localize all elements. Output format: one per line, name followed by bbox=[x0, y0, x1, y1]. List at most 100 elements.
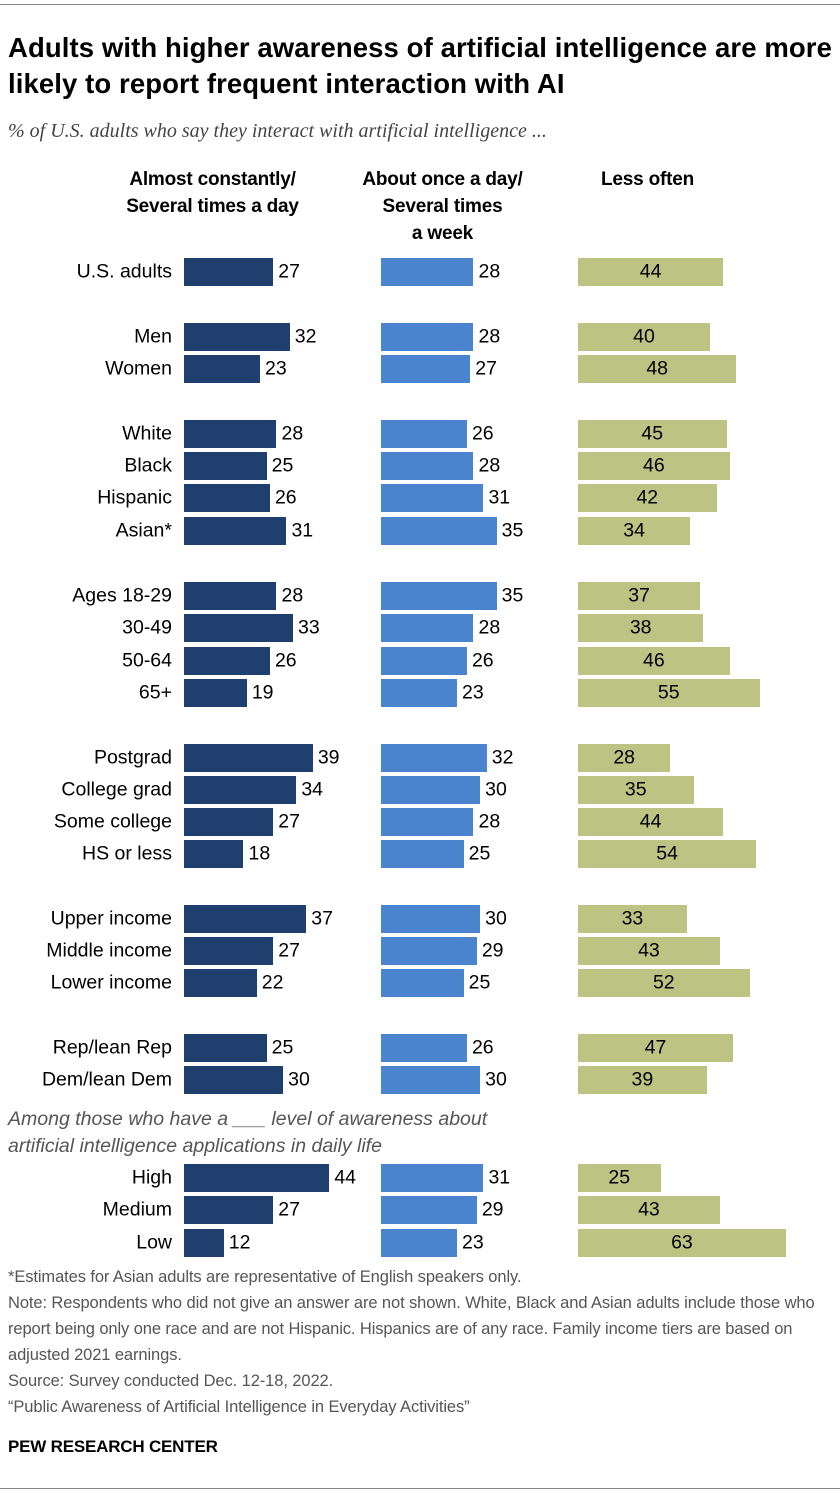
bar-almost-constantly bbox=[184, 647, 270, 675]
footnote-asian: *Estimates for Asian adults are represen… bbox=[8, 1268, 522, 1286]
bar-less-often bbox=[578, 1196, 720, 1224]
value-label-almost-constantly: 33 bbox=[298, 616, 320, 639]
bar-once-a-day bbox=[381, 937, 477, 965]
value-label-less-often: 46 bbox=[643, 649, 665, 672]
category-label: Low bbox=[136, 1231, 172, 1254]
value-label-less-often: 47 bbox=[644, 1036, 667, 1059]
bar-almost-constantly bbox=[184, 323, 290, 351]
value-label-less-often: 52 bbox=[652, 971, 675, 994]
value-label-less-often: 39 bbox=[631, 1068, 654, 1091]
category-label: White bbox=[122, 422, 172, 445]
value-label-once-a-day: 29 bbox=[481, 1198, 504, 1221]
value-label-almost-constantly: 32 bbox=[294, 325, 317, 348]
chart-subtitle: % of U.S. adults who say they interact w… bbox=[8, 120, 547, 142]
value-label-once-a-day: 35 bbox=[501, 584, 524, 607]
value-label-less-often: 44 bbox=[639, 810, 662, 833]
value-label-less-often: 44 bbox=[639, 260, 662, 283]
value-label-once-a-day: 26 bbox=[471, 1036, 494, 1059]
value-label-once-a-day: 30 bbox=[485, 1068, 507, 1091]
top-rule bbox=[0, 4, 840, 5]
bar-almost-constantly bbox=[184, 1034, 267, 1062]
value-label-once-a-day: 29 bbox=[481, 939, 504, 962]
bar-less-often bbox=[578, 1034, 734, 1062]
category-label: 65+ bbox=[138, 681, 172, 704]
bar-almost-constantly bbox=[184, 969, 257, 997]
bar-almost-constantly bbox=[184, 1196, 274, 1224]
value-label-less-often: 48 bbox=[646, 357, 669, 380]
value-label-once-a-day: 25 bbox=[468, 842, 491, 865]
bar-almost-constantly bbox=[184, 808, 274, 836]
bar-almost-constantly bbox=[184, 1066, 283, 1094]
bar-less-often bbox=[578, 776, 694, 804]
bar-once-a-day bbox=[381, 840, 464, 868]
value-label-less-often: 38 bbox=[629, 616, 652, 639]
value-label-almost-constantly: 28 bbox=[281, 584, 304, 607]
value-label-almost-constantly: 34 bbox=[301, 778, 324, 801]
bar-less-often bbox=[578, 323, 710, 351]
bar-almost-constantly bbox=[184, 905, 307, 933]
category-label: 50-64 bbox=[122, 649, 172, 672]
value-label-less-often: 43 bbox=[638, 939, 660, 962]
header-line: Less often bbox=[600, 169, 695, 190]
bar-less-often bbox=[578, 484, 717, 512]
bar-less-often bbox=[578, 1164, 661, 1192]
awareness-label-line: Among those who have a ___ level of awar… bbox=[8, 1108, 488, 1130]
value-label-once-a-day: 32 bbox=[491, 746, 514, 769]
category-label: High bbox=[131, 1166, 172, 1189]
bar-once-a-day bbox=[381, 1229, 457, 1257]
category-label: Women bbox=[105, 357, 172, 380]
value-label-less-often: 33 bbox=[621, 907, 644, 930]
category-label: 30-49 bbox=[122, 616, 172, 639]
bar-once-a-day bbox=[381, 969, 464, 997]
awareness-group-label: Among those who have a ___ level of awar… bbox=[8, 1106, 487, 1160]
column-header-once-a-day: About once a day/ Several times a week bbox=[330, 166, 555, 247]
value-label-once-a-day: 23 bbox=[462, 681, 484, 704]
column-header-almost-constantly: Almost constantly/ Several times a day bbox=[100, 166, 325, 220]
bar-less-often bbox=[578, 679, 760, 707]
category-label: U.S. adults bbox=[76, 260, 172, 283]
bar-less-often bbox=[578, 1229, 786, 1257]
bar-almost-constantly bbox=[184, 776, 297, 804]
bar-once-a-day bbox=[381, 647, 467, 675]
value-label-once-a-day: 28 bbox=[478, 454, 501, 477]
value-label-almost-constantly: 31 bbox=[291, 519, 314, 542]
value-label-almost-constantly: 25 bbox=[271, 454, 294, 477]
bar-almost-constantly bbox=[184, 840, 244, 868]
category-label: HS or less bbox=[82, 842, 172, 865]
value-label-once-a-day: 27 bbox=[475, 357, 497, 380]
value-label-once-a-day: 25 bbox=[468, 971, 491, 994]
bar-once-a-day bbox=[381, 452, 474, 480]
value-label-once-a-day: 28 bbox=[478, 810, 501, 833]
bar-once-a-day bbox=[381, 258, 474, 286]
value-label-once-a-day: 28 bbox=[478, 260, 501, 283]
bar-almost-constantly bbox=[184, 420, 277, 448]
bar-less-often bbox=[578, 744, 671, 772]
value-label-once-a-day: 23 bbox=[462, 1231, 484, 1254]
value-label-almost-constantly: 19 bbox=[251, 681, 274, 704]
bar-once-a-day bbox=[381, 905, 480, 933]
column-header-less-often: Less often bbox=[560, 166, 735, 193]
category-label: Medium bbox=[102, 1198, 172, 1221]
bar-once-a-day bbox=[381, 323, 474, 351]
chart-notes: *Estimates for Asian adults are represen… bbox=[8, 1264, 838, 1420]
value-label-once-a-day: 28 bbox=[478, 616, 501, 639]
bar-once-a-day bbox=[381, 808, 474, 836]
bar-less-often bbox=[578, 840, 757, 868]
value-label-once-a-day: 30 bbox=[485, 778, 507, 801]
category-label: Men bbox=[134, 325, 172, 348]
bar-almost-constantly bbox=[184, 355, 260, 383]
value-label-once-a-day: 31 bbox=[488, 486, 511, 509]
value-label-less-often: 37 bbox=[628, 584, 650, 607]
value-label-less-often: 28 bbox=[613, 746, 636, 769]
bar-less-often bbox=[578, 905, 687, 933]
bar-almost-constantly bbox=[184, 937, 274, 965]
bar-almost-constantly bbox=[184, 614, 293, 642]
header-line: About once a day/ bbox=[362, 169, 523, 190]
value-label-less-often: 35 bbox=[624, 778, 647, 801]
value-label-almost-constantly: 25 bbox=[271, 1036, 294, 1059]
value-label-less-often: 45 bbox=[641, 422, 664, 445]
value-label-less-often: 25 bbox=[608, 1166, 631, 1189]
bar-less-often bbox=[578, 937, 720, 965]
value-label-almost-constantly: 30 bbox=[288, 1068, 310, 1091]
